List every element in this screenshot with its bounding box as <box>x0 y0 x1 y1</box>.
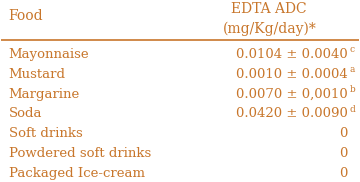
Text: 0: 0 <box>339 167 348 180</box>
Text: Soda: Soda <box>9 107 42 120</box>
Text: Mayonnaise: Mayonnaise <box>9 48 89 61</box>
Text: 0: 0 <box>339 127 348 140</box>
Text: 0.0010 ± 0.0004: 0.0010 ± 0.0004 <box>236 68 348 81</box>
Text: Food: Food <box>9 9 43 23</box>
Text: b: b <box>350 85 355 94</box>
Text: d: d <box>350 104 355 114</box>
Text: EDTA ADC: EDTA ADC <box>231 2 307 16</box>
Text: Soft drinks: Soft drinks <box>9 127 82 140</box>
Text: a: a <box>350 65 355 74</box>
Text: 0.0420 ± 0.0090: 0.0420 ± 0.0090 <box>236 107 348 120</box>
Text: 0.0104 ± 0.0040: 0.0104 ± 0.0040 <box>236 48 348 61</box>
Text: Margarine: Margarine <box>9 88 80 100</box>
Text: (mg/Kg/day)*: (mg/Kg/day)* <box>222 21 316 35</box>
Text: 0.0070 ± 0,0010: 0.0070 ± 0,0010 <box>236 88 348 100</box>
Text: Powdered soft drinks: Powdered soft drinks <box>9 147 151 160</box>
Text: 0: 0 <box>339 147 348 160</box>
Text: Mustard: Mustard <box>9 68 66 81</box>
Text: c: c <box>350 45 355 54</box>
Text: Packaged Ice-cream: Packaged Ice-cream <box>9 167 144 180</box>
